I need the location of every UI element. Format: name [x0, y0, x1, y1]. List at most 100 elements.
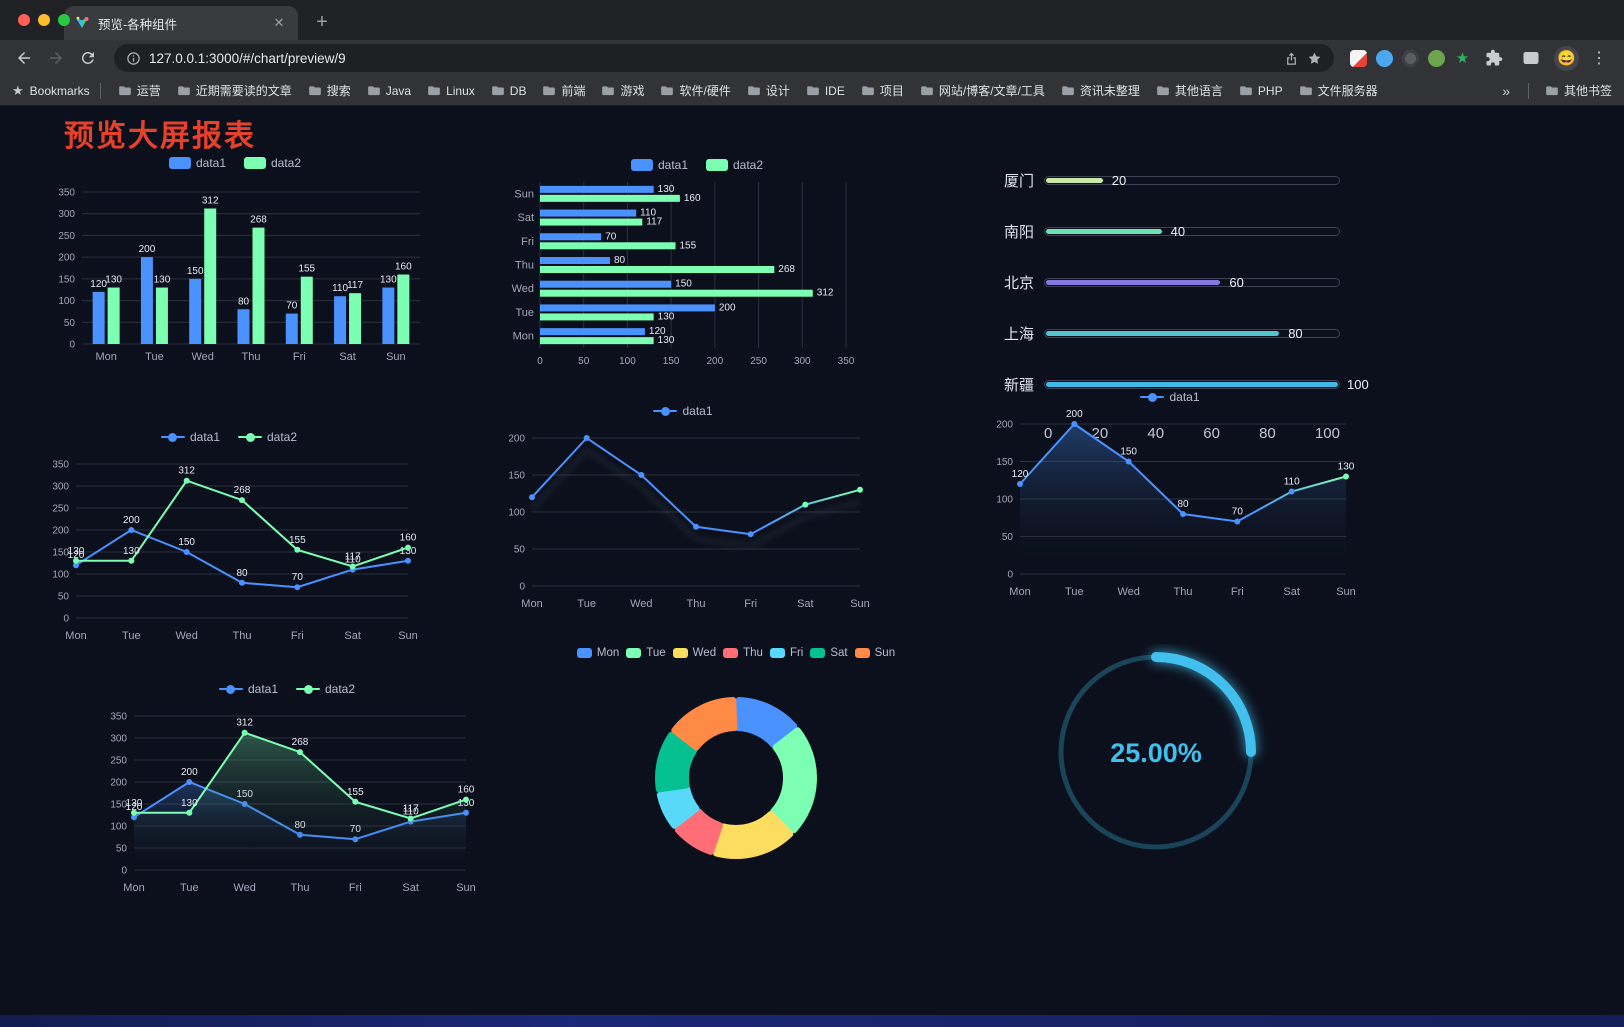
extension-icon-star[interactable]: ★ [1455, 49, 1470, 67]
extension-icon-green[interactable] [1428, 49, 1445, 67]
svg-text:150: 150 [663, 356, 680, 367]
share-icon[interactable] [1284, 51, 1299, 66]
extension-icon-blue[interactable] [1376, 49, 1393, 67]
extension-icon-translate[interactable] [1350, 49, 1367, 67]
legend-item[interactable]: data2 [706, 158, 763, 172]
other-bookmarks-folder[interactable]: 其他书签 [1545, 82, 1612, 99]
bookmark-folder-label: 其他语言 [1174, 84, 1223, 98]
legend-item[interactable]: Mon [576, 647, 619, 659]
chart-legend: data1 data2 [98, 678, 476, 700]
legend-item[interactable]: Sun [854, 647, 895, 659]
browser-tab[interactable]: 预览-各种组件 ✕ [64, 6, 298, 40]
tab-close-icon[interactable]: ✕ [273, 15, 285, 30]
profile-avatar[interactable]: 😄 [1554, 45, 1579, 71]
svg-text:300: 300 [52, 482, 69, 493]
svg-text:Thu: Thu [242, 351, 261, 363]
bookmarks-overflow-chevron[interactable]: » [1502, 82, 1510, 99]
bookmark-folder[interactable]: 前端 [535, 79, 592, 102]
bookmark-folder[interactable]: IDE [799, 81, 852, 101]
legend-label: Wed [692, 647, 717, 659]
bookmarks-divider-right [1527, 82, 1529, 99]
svg-text:130: 130 [105, 275, 122, 286]
url-text[interactable]: 127.0.0.1:3000/#/chart/preview/9 [149, 50, 346, 66]
progress-fill [1046, 229, 1162, 234]
legend-item[interactable]: data2 [244, 156, 301, 170]
chart-bar-vertical[interactable]: data1 data2 0 50 100 150 200 250 300 350 Mon Tue Wed… [44, 152, 426, 366]
window-zoom-button[interactable] [58, 14, 70, 26]
legend-item[interactable]: data1 [218, 682, 278, 696]
chart-legend: Mon Tue Wed Thu Fri Sat Sun [540, 640, 932, 666]
bookmark-folder-label: 前端 [561, 84, 586, 98]
bookmark-folder-label: IDE [824, 83, 845, 98]
svg-text:250: 250 [58, 231, 75, 242]
legend-item[interactable]: data1 [653, 404, 713, 418]
bookmark-folder[interactable]: 其他语言 [1149, 79, 1230, 102]
browser-menu-button[interactable]: ⋮ [1591, 50, 1607, 67]
bookmark-folder[interactable]: 项目 [854, 79, 911, 102]
bookmark-folder[interactable]: 文件服务器 [1292, 79, 1385, 102]
dashboard-page: 预览大屏报表 data1 data2 0 50 100 150 200 250 300 350 Mo… [0, 106, 1624, 1027]
bookmark-star-icon[interactable] [1307, 51, 1322, 66]
svg-text:Thu: Thu [687, 598, 706, 610]
svg-text:Tue: Tue [1065, 586, 1084, 598]
legend-item[interactable]: data1 [1140, 390, 1200, 404]
chart-line-gradient[interactable]: data1 0 50 100 150 200 Mon Tue Wed Thu Fri Sat Sun [496, 400, 870, 612]
bookmark-folder[interactable]: 设计 [740, 79, 797, 102]
chart-gauge[interactable]: 25.00% [1038, 644, 1274, 874]
bookmark-folder[interactable]: 资讯未整理 [1054, 79, 1147, 102]
progress-track: 100 [1044, 377, 1369, 392]
legend-item[interactable]: data1 [630, 158, 688, 172]
chart-area-single[interactable]: data1 0 50 100 150 200 Mon Tue Wed Thu Fri Sat Sun 12… [984, 386, 1356, 600]
svg-text:350: 350 [52, 460, 69, 471]
svg-text:Mon: Mon [123, 882, 144, 894]
back-button[interactable] [10, 44, 38, 72]
reload-button[interactable] [74, 44, 102, 72]
legend-item[interactable]: data2 [238, 430, 297, 444]
bookmark-folder[interactable]: Java [360, 81, 418, 101]
bookmark-folder[interactable]: 软件/硬件 [653, 79, 737, 102]
bookmarks-label[interactable]: Bookmarks [29, 83, 90, 98]
svg-text:130: 130 [380, 275, 397, 286]
legend-item[interactable]: data1 [160, 430, 220, 444]
forward-button[interactable] [42, 44, 70, 72]
svg-text:110: 110 [345, 555, 361, 566]
chart-donut[interactable]: Mon Tue Wed Thu Fri Sat Sun [540, 640, 932, 886]
folder-icon [862, 85, 874, 95]
svg-text:Sun: Sun [456, 882, 476, 894]
legend-item[interactable]: data1 [168, 156, 226, 170]
window-close-button[interactable] [18, 14, 30, 26]
chart-line-dual[interactable]: data1 data2 0 50 100 150 200 250 300 350 Mon Tue Wed… [40, 426, 418, 644]
svg-text:Sat: Sat [402, 882, 419, 894]
legend-item[interactable]: Tue [626, 647, 666, 659]
chart-capsule-progress[interactable]: 厦门 20 南阳 40 北京 60 上海 80 新疆 100 0 20 40 60 80 100 [990, 160, 1369, 442]
legend-item[interactable]: Wed [672, 647, 717, 659]
bookmark-folder[interactable]: 网站/博客/文章/工具 [913, 79, 1052, 102]
extensions-puzzle-button[interactable] [1480, 44, 1508, 72]
progress-value: 60 [1229, 275, 1244, 290]
chart-line-dual-area[interactable]: data1 data2 0 50 100 150 200 250 300 350 Mon Tue Wed… [98, 678, 476, 896]
bookmark-folder[interactable]: 游戏 [594, 79, 651, 102]
new-tab-button[interactable]: + [316, 11, 328, 33]
legend-item[interactable]: Fri [769, 647, 803, 659]
legend-marker [854, 648, 870, 658]
site-info-icon[interactable] [126, 51, 141, 66]
folder-icon [602, 85, 615, 95]
extension-icon-gray[interactable] [1402, 49, 1419, 67]
legend-item[interactable]: data2 [296, 682, 355, 696]
bookmark-folder[interactable]: 搜索 [301, 79, 358, 102]
svg-text:200: 200 [707, 356, 724, 367]
svg-text:Fri: Fri [1231, 586, 1244, 598]
bookmark-folder[interactable]: 运营 [111, 79, 168, 102]
window-minimize-button[interactable] [38, 14, 50, 26]
address-bar[interactable]: 127.0.0.1:3000/#/chart/preview/9 [114, 44, 1334, 72]
legend-item[interactable]: Sat [810, 647, 848, 659]
chart-bar-horizontal[interactable]: data1 data2 0 50 100 150 200 250 300 350 Sun 130 160… [504, 154, 890, 370]
side-panel-button[interactable] [1517, 44, 1545, 72]
legend-label: data1 [657, 158, 688, 172]
bookmark-folder[interactable]: Linux [420, 81, 482, 101]
bookmark-folder[interactable]: 近期需要读的文章 [170, 79, 299, 102]
bookmark-folder[interactable]: PHP [1232, 81, 1290, 101]
svg-text:0: 0 [121, 866, 127, 877]
legend-item[interactable]: Thu [723, 647, 763, 659]
bookmark-folder[interactable]: DB [484, 81, 534, 101]
